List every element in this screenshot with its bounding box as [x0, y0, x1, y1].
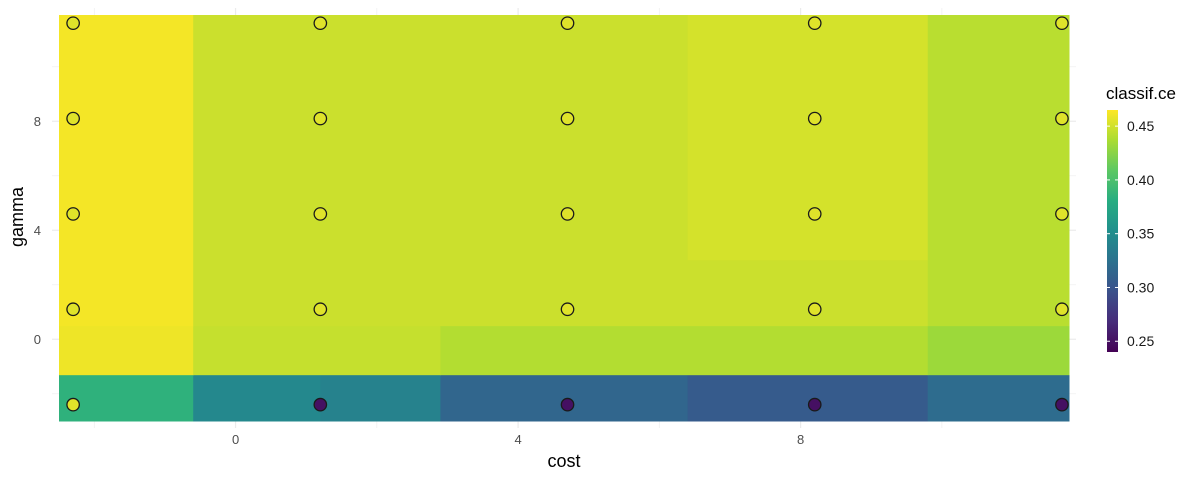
data-point — [807, 207, 822, 221]
data-point — [313, 302, 328, 317]
legend-tick-label: 0.45 — [1127, 118, 1154, 134]
heatmap-cell — [687, 260, 929, 327]
legend-colorbar — [1107, 110, 1118, 352]
data-point — [66, 111, 80, 126]
legend: classif.ce 0.25 0.30 0.35 0.40 0.45 — [1106, 84, 1176, 352]
data-point — [313, 207, 328, 221]
x-tick-label: 8 — [797, 432, 804, 447]
data-point — [1055, 16, 1069, 31]
data-point — [807, 111, 822, 126]
data-point — [807, 16, 822, 31]
data-point — [560, 207, 575, 221]
y-tick-label: 4 — [34, 223, 41, 238]
legend-tick-label: 0.40 — [1127, 172, 1154, 188]
data-point — [560, 111, 575, 126]
heatmap-cell — [59, 15, 194, 327]
x-axis-title: cost — [547, 451, 580, 471]
heatmap-cell — [59, 374, 194, 422]
data-point — [1055, 397, 1069, 412]
x-tick-label: 0 — [232, 432, 239, 447]
heatmap-cell — [193, 15, 689, 327]
data-point — [66, 302, 80, 317]
data-point — [313, 111, 328, 126]
y-axis-ticks: 0 4 8 — [34, 114, 41, 347]
heatmap-cell — [687, 15, 929, 261]
heatmap-cell — [927, 15, 1070, 327]
heatmap-cells — [59, 15, 1070, 422]
legend-tick-label: 0.30 — [1127, 279, 1154, 295]
data-point — [1055, 302, 1069, 317]
heatmap-cell — [320, 374, 441, 422]
data-point — [560, 16, 575, 31]
data-point — [807, 397, 822, 412]
data-point — [66, 16, 80, 31]
legend-tick-label: 0.35 — [1127, 226, 1154, 242]
heatmap-cell — [927, 325, 1070, 376]
data-point — [560, 302, 575, 317]
data-point — [807, 302, 822, 317]
data-point — [1055, 207, 1069, 221]
heatmap-cell — [193, 374, 321, 422]
data-point — [313, 397, 328, 412]
heatmap-cell — [440, 374, 689, 422]
x-axis-ticks: 0 4 8 — [232, 432, 804, 447]
x-tick-label: 4 — [514, 432, 521, 447]
data-point — [66, 207, 80, 221]
data-point — [66, 397, 80, 412]
heatmap-cell — [927, 374, 1070, 422]
heatmap-cell — [193, 325, 441, 376]
data-point — [1055, 111, 1069, 126]
y-axis-title: gamma — [7, 186, 27, 247]
data-points — [66, 16, 1069, 412]
heatmap-cell — [59, 325, 194, 376]
legend-tick-label: 0.25 — [1127, 333, 1154, 349]
data-point — [313, 16, 328, 31]
legend-ticks: 0.25 0.30 0.35 0.40 0.45 — [1107, 118, 1154, 349]
data-point — [560, 397, 575, 412]
legend-title: classif.ce — [1106, 84, 1176, 103]
y-tick-label: 8 — [34, 114, 41, 129]
axes: 0 4 8 0 4 8 cost gamma — [7, 114, 804, 471]
y-tick-label: 0 — [34, 332, 41, 347]
heatmap-cell — [687, 374, 929, 422]
heatmap-cell — [440, 325, 929, 376]
